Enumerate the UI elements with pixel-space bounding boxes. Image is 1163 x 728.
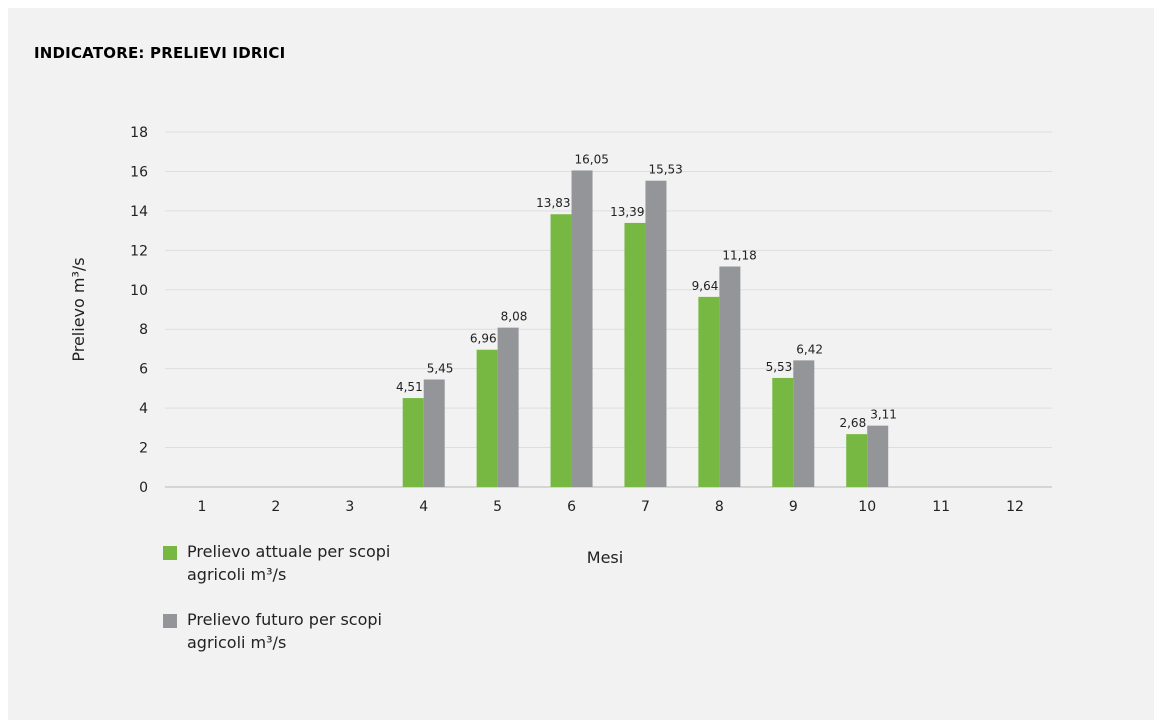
data-label: 3,11 — [870, 408, 897, 422]
data-label: 9,64 — [692, 279, 719, 293]
data-label: 5,53 — [766, 360, 793, 374]
data-label: 2,68 — [839, 416, 866, 430]
x-tick-label: 4 — [419, 499, 428, 515]
x-tick-label: 1 — [197, 499, 206, 515]
x-tick-label: 5 — [493, 499, 502, 515]
data-label: 11,18 — [722, 249, 756, 263]
bar-future — [498, 328, 519, 487]
legend-label: Prelievo attuale per scopi — [187, 542, 390, 561]
y-tick-label: 6 — [139, 362, 148, 378]
x-tick-label: 8 — [715, 499, 724, 515]
bar-actual — [846, 434, 867, 487]
legend-swatch — [163, 614, 177, 628]
gridlines — [165, 132, 1052, 487]
x-tick-label: 3 — [345, 499, 354, 515]
legend-label: agricoli m³/s — [187, 565, 286, 584]
y-tick-label: 16 — [130, 164, 148, 180]
data-label: 8,08 — [501, 310, 528, 324]
x-tick-label: 10 — [858, 499, 876, 515]
data-label: 13,83 — [536, 196, 570, 210]
bar-future — [645, 181, 666, 487]
y-tick-label: 8 — [139, 322, 148, 338]
bar-future — [572, 170, 593, 487]
x-tick-label: 12 — [1006, 499, 1024, 515]
legend-label: agricoli m³/s — [187, 633, 286, 652]
bar-future — [719, 267, 740, 487]
legend: Prelievo attuale per scopi agricoli m³/s P… — [163, 542, 390, 652]
bar-future — [424, 380, 445, 487]
bar-actual — [551, 214, 572, 487]
x-tick-label: 7 — [641, 499, 650, 515]
y-axis-title: Prelievo m³/s — [69, 257, 88, 361]
data-label: 6,96 — [470, 332, 497, 346]
x-tick-label: 2 — [271, 499, 280, 515]
data-label: 5,45 — [427, 362, 454, 376]
bar-actual — [698, 297, 719, 487]
y-tick-label: 18 — [130, 125, 148, 141]
bar-actual — [477, 350, 498, 487]
bar-actual — [624, 223, 645, 487]
y-tick-label: 4 — [139, 401, 148, 417]
y-tick-label: 14 — [130, 204, 148, 220]
x-tick-label: 9 — [789, 499, 798, 515]
y-tick-label: 2 — [139, 441, 148, 457]
bar-future — [793, 360, 814, 487]
data-label: 6,42 — [796, 342, 823, 356]
x-axis-title: Mesi — [587, 548, 623, 567]
y-tick-label: 12 — [130, 243, 148, 259]
bar-actual — [772, 378, 793, 487]
x-tick-label: 6 — [567, 499, 576, 515]
legend-label: Prelievo futuro per scopi — [187, 610, 382, 629]
x-tick-label: 11 — [932, 499, 950, 515]
data-label: 15,53 — [648, 163, 682, 177]
y-tick-label: 0 — [139, 480, 148, 496]
bar-actual — [403, 398, 424, 487]
data-label: 4,51 — [396, 380, 423, 394]
y-tick-label: 10 — [130, 283, 148, 299]
bar-future — [867, 426, 888, 487]
legend-swatch — [163, 546, 177, 560]
data-label: 13,39 — [610, 205, 644, 219]
data-label: 16,05 — [575, 152, 609, 166]
